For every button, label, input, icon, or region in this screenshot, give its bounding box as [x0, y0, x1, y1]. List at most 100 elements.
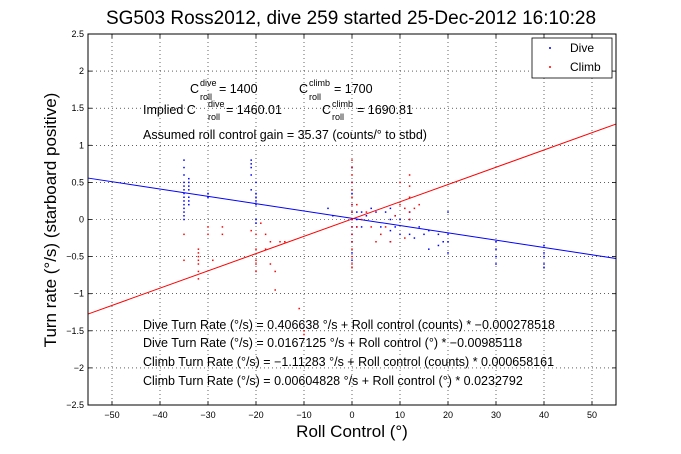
annotation-implied-climb-sup: climb: [332, 99, 353, 109]
data-point-dive: [447, 233, 449, 236]
data-point-climb: [351, 255, 353, 258]
data-point-climb: [303, 330, 305, 332]
data-point-dive: [413, 237, 416, 239]
data-point-dive: [437, 244, 440, 247]
data-point-climb: [351, 248, 353, 250]
data-point-climb: [351, 266, 353, 269]
data-point-climb: [212, 259, 214, 262]
data-point-dive: [183, 207, 185, 210]
y-tick-label: −1: [74, 289, 84, 299]
data-point-dive: [255, 203, 257, 206]
data-point-climb: [404, 237, 406, 239]
data-point-climb: [269, 263, 272, 265]
data-point-dive: [250, 189, 252, 191]
data-point-dive: [543, 266, 545, 269]
data-point-climb: [384, 226, 387, 228]
legend-marker-dive: [549, 47, 551, 49]
data-point-climb: [269, 241, 272, 243]
data-point-dive: [394, 226, 396, 228]
data-point-dive: [389, 207, 392, 210]
data-point-climb: [255, 263, 257, 265]
annotation-eq-climb-degrees: Climb Turn Rate (°/s) = 0.00604828 °/s +…: [143, 374, 523, 388]
data-point-climb: [255, 233, 257, 236]
data-point-dive: [442, 241, 444, 243]
annotation-eq-dive-counts: Dive Turn Rate (°/s) = 0.406638 °/s + Ro…: [143, 318, 555, 332]
data-point-dive: [188, 200, 190, 202]
y-tick-label: 2.5: [71, 29, 84, 39]
legend-box: [531, 37, 613, 79]
tick-layer: −50 −40 −30 −20 −10 0 10 20 30 40 50−2.5−2−1.5−1−0…: [66, 29, 616, 420]
annotation-implied-climb-sub: roll: [332, 112, 344, 122]
annotation-implied-dive-value: = 1460.01: [226, 103, 282, 117]
data-point-climb: [255, 270, 257, 273]
data-point-dive: [183, 181, 185, 184]
data-point-climb: [351, 181, 353, 184]
x-tick-label: 40: [539, 410, 549, 420]
data-point-dive: [447, 241, 449, 243]
x-tick-label: 10: [395, 410, 405, 420]
data-point-dive: [183, 196, 185, 198]
data-point-dive: [423, 233, 425, 236]
data-point-climb: [303, 333, 305, 336]
data-point-climb: [250, 229, 252, 232]
data-point-climb: [274, 270, 276, 273]
data-point-climb: [356, 203, 358, 206]
y-tick-label: −1.5: [66, 326, 84, 336]
data-point-climb: [197, 248, 200, 250]
data-point-climb: [351, 226, 353, 228]
data-point-climb: [260, 222, 262, 224]
data-point-dive: [356, 218, 358, 221]
y-tick-label: −2.5: [66, 400, 84, 410]
data-point-dive: [380, 226, 382, 228]
data-point-dive: [183, 189, 185, 191]
data-point-dive: [428, 229, 430, 232]
annotation-implied-prefix: Implied C: [143, 103, 196, 117]
data-point-climb: [197, 252, 200, 254]
data-point-dive: [183, 200, 185, 202]
data-point-dive: [188, 203, 190, 206]
y-tick-label: −2: [74, 363, 84, 373]
data-point-dive: [183, 159, 185, 161]
legend-label-climb: Climb: [570, 60, 601, 74]
data-point-dive: [255, 196, 257, 198]
annotation-c-dive-base: C: [190, 82, 199, 96]
data-point-dive: [188, 181, 190, 184]
data-point-dive: [207, 192, 209, 195]
data-point-dive: [255, 192, 257, 195]
fit-line-dive: [87, 177, 617, 259]
data-point-dive: [389, 218, 392, 221]
data-point-dive: [408, 233, 411, 236]
y-tick-label: 0.5: [71, 177, 84, 187]
y-tick-label: 1.5: [71, 103, 84, 113]
x-axis-label: Roll Control (°): [296, 422, 408, 441]
data-point-climb: [404, 207, 406, 210]
data-point-dive: [183, 192, 185, 195]
annotation-c-dive: C: [190, 82, 199, 96]
data-point-dive: [351, 192, 353, 195]
data-point-dive: [183, 218, 185, 221]
data-point-dive: [183, 203, 185, 206]
data-point-dive: [399, 233, 401, 236]
data-point-climb: [197, 278, 200, 280]
data-point-climb: [360, 218, 363, 221]
data-point-climb: [408, 196, 411, 198]
data-point-dive: [250, 163, 252, 165]
chart-title: SG503 Ross2012, dive 259 started 25-Dec-…: [106, 8, 596, 29]
data-point-climb: [207, 233, 209, 236]
data-point-climb: [399, 203, 401, 206]
data-point-dive: [255, 222, 257, 224]
data-point-dive: [360, 226, 363, 228]
data-point-climb: [264, 248, 267, 250]
data-point-dive: [188, 196, 190, 198]
plot-frame: [87, 33, 617, 406]
data-point-layer: [183, 159, 545, 336]
legend: Dive Climb: [531, 37, 613, 79]
data-point-climb: [207, 226, 209, 228]
data-point-dive: [543, 244, 545, 247]
data-point-dive: [188, 189, 190, 191]
data-point-climb: [413, 207, 416, 210]
data-point-climb: [418, 203, 420, 206]
data-point-climb: [351, 159, 353, 161]
data-point-climb: [351, 211, 353, 213]
data-point-dive: [543, 263, 545, 265]
